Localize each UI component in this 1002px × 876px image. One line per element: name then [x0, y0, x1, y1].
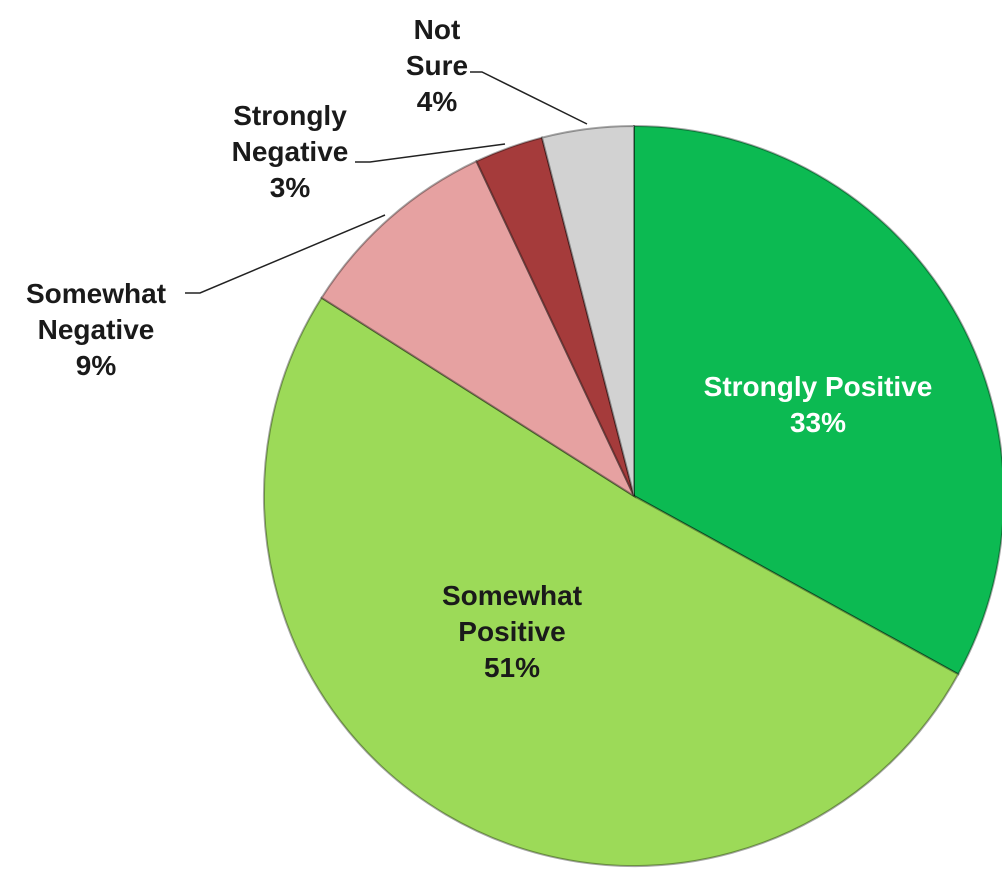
slice-label: Somewhat Positive 51% — [432, 578, 592, 686]
pie-slice — [262, 296, 960, 867]
category-label: Strongly Negative — [231, 100, 349, 167]
category-label: Strongly Positive — [703, 371, 933, 402]
category-label: Somewhat Negative — [25, 278, 167, 345]
value-label: 3% — [269, 172, 311, 203]
pie-slice — [540, 124, 635, 497]
pie-slice — [633, 124, 1002, 676]
slices — [262, 124, 1002, 867]
slice-label: Strongly Negative 3% — [215, 98, 365, 206]
slice-label: Strongly Positive 33% — [704, 369, 933, 441]
value-label: 9% — [75, 350, 117, 381]
value-label: 51% — [483, 652, 541, 683]
value-label: 4% — [416, 86, 458, 117]
value-label: 33% — [789, 407, 847, 438]
category-label: Somewhat Positive — [441, 580, 583, 647]
pie-slice — [320, 159, 637, 499]
category-label: Not Sure — [405, 14, 469, 81]
slice-label: Somewhat Negative 9% — [16, 276, 176, 384]
leader-line — [355, 143, 506, 163]
leader-line — [470, 71, 588, 125]
slice-label: Not Sure 4% — [397, 12, 477, 120]
leader-line — [185, 214, 386, 294]
pie-slice — [475, 136, 635, 497]
